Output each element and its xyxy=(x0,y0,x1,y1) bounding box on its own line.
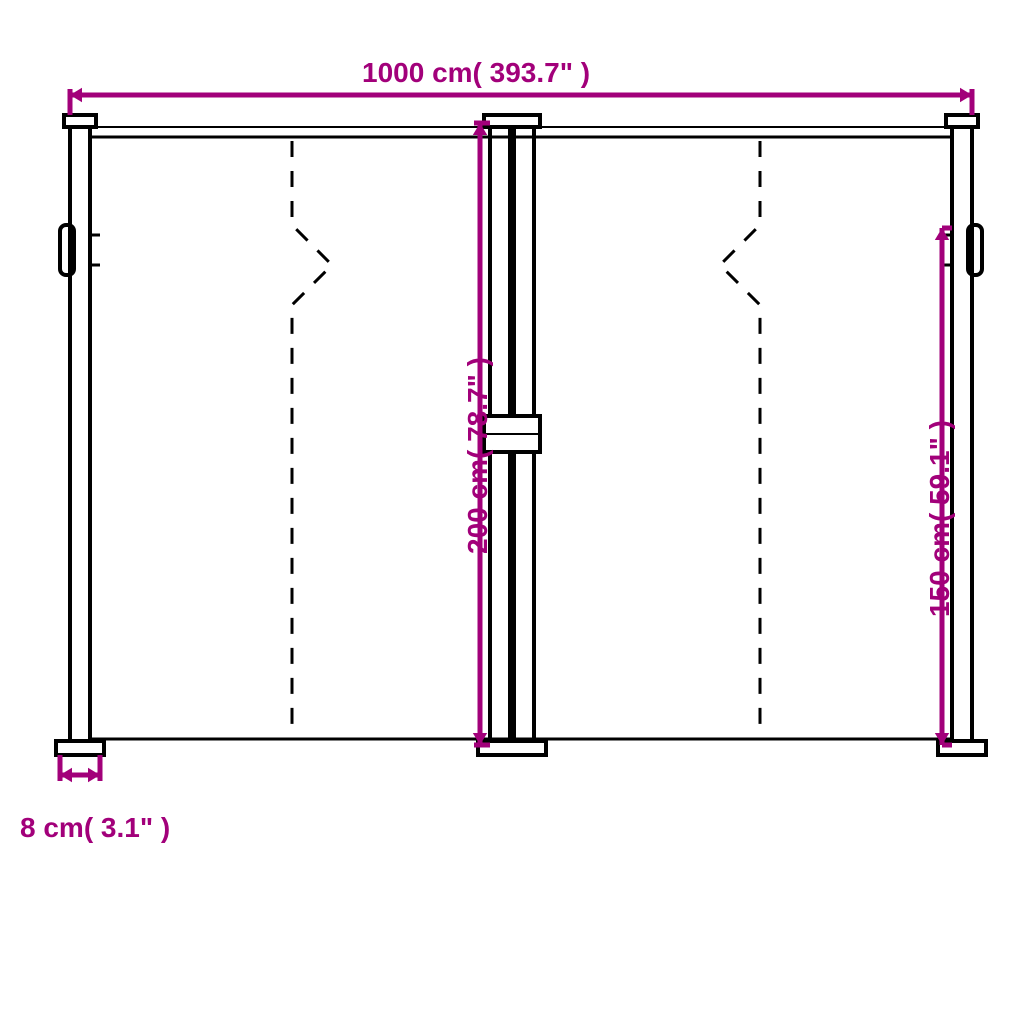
diagram-stage: 1000 cm( 393.7" ) 200 cm( 78.7" ) 150 cm… xyxy=(0,0,1024,1024)
center-height-dimension-label: 200 cm( 78.7" ) xyxy=(462,357,494,554)
width-dimension-label: 1000 cm( 393.7" ) xyxy=(362,57,590,89)
base-dimension-label: 8 cm( 3.1" ) xyxy=(20,812,170,844)
dimension-drawing xyxy=(0,0,1024,1024)
right-height-dimension-label: 150 cm( 59.1" ) xyxy=(924,420,956,617)
